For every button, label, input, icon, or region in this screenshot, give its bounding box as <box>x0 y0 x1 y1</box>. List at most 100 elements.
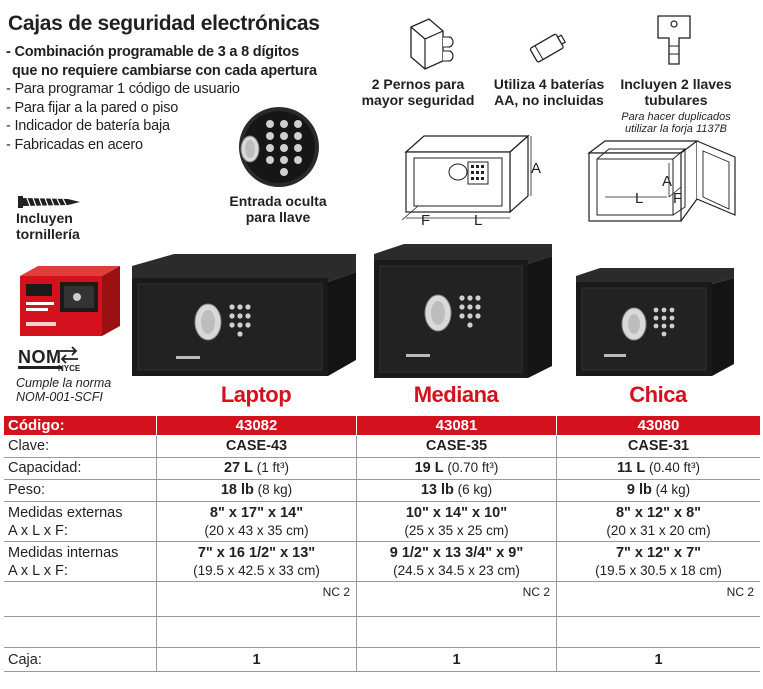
internal-label-line: Medidas internas <box>8 545 119 561</box>
open-dim-a-label: A <box>662 173 673 190</box>
bolt-icon <box>410 18 454 70</box>
external-cell: 8" x 17" x 14" (20 x 43 x 35 cm) <box>156 502 356 541</box>
nc-cell: NC 2 <box>156 582 356 616</box>
weight-cell: 18 lb (8 kg) <box>156 480 356 501</box>
blank-cell <box>356 617 556 647</box>
nom-caption: Cumple la norma NOM-001-SCFI <box>16 376 111 404</box>
external-label: Medidas externas A x L x F: <box>4 502 156 541</box>
dim-f-label: F <box>421 212 431 229</box>
bolts-caption-line: 2 Pernos para <box>371 76 465 92</box>
internal-cm: (24.5 x 34.5 x 23 cm) <box>393 563 520 578</box>
screw-icon <box>18 196 80 208</box>
feature-item: - Combinación programable de 3 a 8 dígit… <box>6 44 299 60</box>
internal-in: 9 1/2" x 13 3/4" x 9" <box>389 545 524 561</box>
nyce-arrows-icon <box>60 346 78 364</box>
size-name-chica: Chica <box>629 382 687 407</box>
hidden-entry-caption-line: para llave <box>245 209 311 225</box>
size-name-mediana: Mediana <box>413 382 499 407</box>
keys-note: Para hacer duplicados utilizar la forja … <box>604 111 748 135</box>
weight-main: 13 lb <box>420 482 454 498</box>
battery-caption: Utiliza 4 baterías AA, no incluidas <box>483 76 615 108</box>
weight-sub: (6 kg) <box>453 482 493 497</box>
internal-cm: (19.5 x 42.5 x 33 cm) <box>193 563 320 578</box>
external-cm: (20 x 31 x 20 cm) <box>606 523 711 538</box>
external-label-line: Medidas externas <box>8 505 123 521</box>
screws-caption-line: tornillería <box>16 226 80 242</box>
feature-item: - Fabricadas en acero <box>6 136 143 153</box>
capacity-cell: 19 L (0.70 ft³) <box>356 458 556 479</box>
battery-icon <box>529 33 567 63</box>
nc-value: NC 2 <box>726 585 754 599</box>
open-dim-l-label: L <box>635 190 644 207</box>
battery-caption-line: Utiliza 4 baterías <box>493 76 605 92</box>
internal-label: Medidas internas A x L x F: <box>4 542 156 581</box>
nyce-logo: NYCE <box>58 364 81 373</box>
weight-main: 9 lb <box>626 482 652 498</box>
internal-cell: 7" x 16 1/2" x 13" (19.5 x 42.5 x 33 cm) <box>156 542 356 581</box>
keys-note-line: utilizar la forja 1137B <box>625 123 727 135</box>
code-label: Código: <box>8 417 65 434</box>
size-name-laptop: Laptop <box>220 382 292 407</box>
capacity-main: 27 L <box>223 460 253 476</box>
external-cell: 10" x 14" x 10" (25 x 35 x 25 cm) <box>356 502 556 541</box>
table-row-key: Clave: CASE-43 CASE-35 CASE-31 <box>4 436 760 458</box>
nc-label-cell <box>4 582 156 616</box>
keys-caption: Incluyen 2 llaves tubulares <box>610 76 742 108</box>
weight-sub: (8 kg) <box>253 482 293 497</box>
keys-note-line: Para hacer duplicados <box>621 111 731 123</box>
external-in: 10" x 14" x 10" <box>405 505 508 521</box>
box-cell: 1 <box>156 648 356 671</box>
internal-cell: 9 1/2" x 13 3/4" x 9" (24.5 x 34.5 x 23 c… <box>356 542 556 581</box>
nom-caption-line: Cumple la norma <box>16 376 112 390</box>
box-cell: 1 <box>556 648 760 671</box>
weight-sub: (4 kg) <box>651 482 691 497</box>
key-cell: CASE-31 <box>556 436 760 457</box>
capacity-cell: 11 L (0.40 ft³) <box>556 458 760 479</box>
weight-label: Peso: <box>8 482 46 498</box>
open-safe-diagram <box>587 140 736 222</box>
box-label: Caja: <box>8 652 42 668</box>
capacity-main: 11 L <box>617 460 646 476</box>
mediana-safe-image <box>374 244 552 378</box>
key-label: Clave: <box>8 438 50 454</box>
nc-cell: NC 2 <box>556 582 760 616</box>
capacity-sub: (0.70 ft³) <box>443 460 499 475</box>
internal-label-line: A x L x F: <box>8 563 68 579</box>
key-icon <box>657 15 691 65</box>
keypad-icon <box>239 107 319 187</box>
internal-cm: (19.5 x 30.5 x 18 cm) <box>595 563 722 578</box>
nc-value: NC 2 <box>322 585 350 599</box>
external-cm: (25 x 35 x 25 cm) <box>404 523 509 538</box>
nc-value: NC 2 <box>522 585 550 599</box>
dim-a-label: A <box>531 160 542 177</box>
product-box-image <box>20 266 120 336</box>
blank-cell <box>4 617 156 647</box>
blank-cell <box>156 617 356 647</box>
feature-item: que no requiere cambiarse con cada apert… <box>12 62 317 79</box>
table-row-capacity: Capacidad: 27 L (1 ft³) 19 L (0.70 ft³) … <box>4 458 760 480</box>
external-in: 8" x 12" x 8" <box>615 505 702 521</box>
box-cell: 1 <box>356 648 556 671</box>
feature-item: - Para fijar a la pared o piso <box>6 99 179 116</box>
code-cell: 43081 <box>356 416 556 435</box>
dim-l-label: L <box>474 212 483 229</box>
weight-cell: 9 lb (4 kg) <box>556 480 760 501</box>
battery-caption-line: AA, no incluidas <box>494 92 604 108</box>
key-cell: CASE-35 <box>356 436 556 457</box>
hidden-entry-caption: Entrada oculta para llave <box>218 193 338 225</box>
capacity-sub: (0.40 ft³) <box>645 460 700 475</box>
blank-cell <box>556 617 760 647</box>
keys-caption-line: tubulares <box>644 92 708 108</box>
feature-list: - Combinación programable de 3 a 8 dígit… <box>6 43 356 154</box>
table-row-internal: Medidas internas A x L x F: 7" x 16 1/2"… <box>4 542 760 582</box>
nom-logo: NOM <box>18 347 62 369</box>
spec-table: Código: 43082 43081 43080 Clave: CASE-43… <box>4 416 760 672</box>
page-title: Cajas de seguridad electrónicas <box>8 12 320 35</box>
capacity-label: Capacidad: <box>8 460 82 476</box>
chica-safe-image <box>576 268 734 376</box>
table-row-nc: NC 2 NC 2 NC 2 <box>4 582 760 617</box>
capacity-cell: 27 L (1 ft³) <box>156 458 356 479</box>
capacity-sub: (1 ft³) <box>253 460 289 475</box>
bolts-caption: 2 Pernos para mayor seguridad <box>358 76 478 108</box>
table-row-box: Caja: 1 1 1 <box>4 648 760 672</box>
